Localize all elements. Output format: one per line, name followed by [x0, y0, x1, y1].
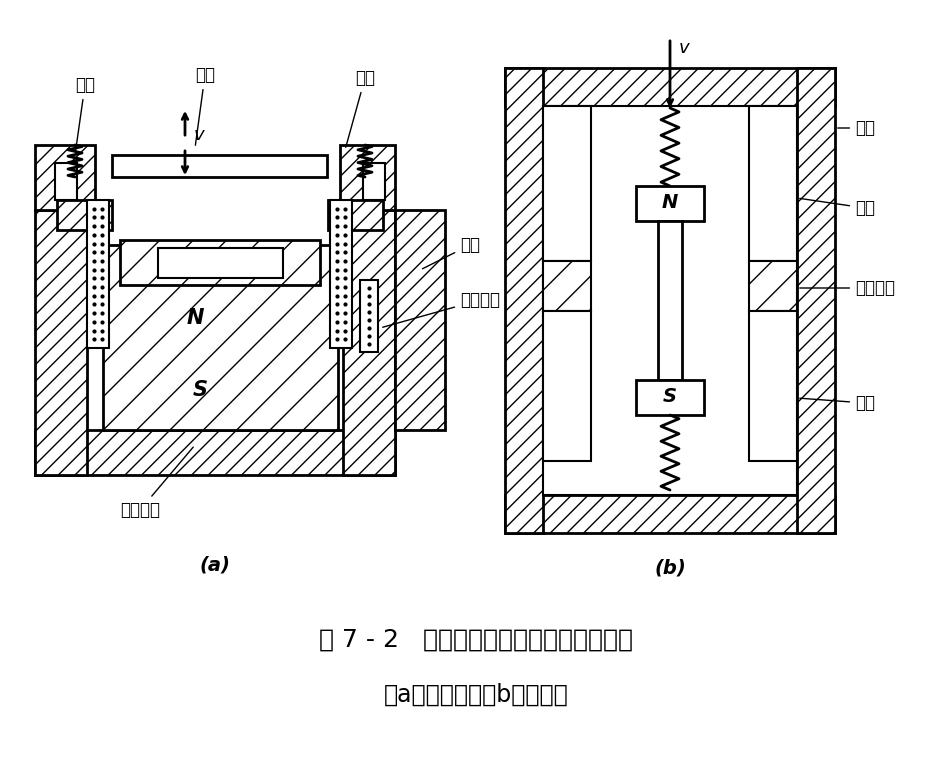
Text: 永久磁铁: 永久磁铁: [120, 447, 193, 519]
Text: N: N: [661, 194, 678, 213]
Text: 磁轭: 磁轭: [422, 236, 480, 269]
Bar: [112, 155, 327, 177]
Bar: [343, 210, 394, 475]
Bar: [103, 245, 338, 430]
Bar: [748, 311, 796, 461]
Bar: [360, 280, 378, 352]
Bar: [340, 145, 394, 210]
Text: (a): (a): [199, 556, 230, 575]
Text: S: S: [192, 380, 208, 400]
Text: 线圈: 线圈: [346, 69, 374, 147]
Text: (b): (b): [653, 559, 685, 578]
Text: 弹簧: 弹簧: [75, 76, 95, 153]
Text: $v$: $v$: [677, 39, 690, 57]
Bar: [543, 106, 590, 261]
Bar: [158, 248, 283, 278]
Bar: [57, 200, 112, 230]
Text: （a）动圈式；（b）动铁式: （a）动圈式；（b）动铁式: [384, 683, 567, 707]
Bar: [505, 68, 543, 533]
Bar: [363, 163, 385, 200]
Text: 弹簧: 弹簧: [799, 394, 874, 412]
Text: 补偿线圈: 补偿线圈: [383, 291, 500, 327]
Bar: [635, 186, 704, 221]
Bar: [120, 240, 320, 285]
Bar: [329, 200, 351, 348]
Text: 图 7 - 2   恒磁通式磁电传感器结构原理图: 图 7 - 2 恒磁通式磁电传感器结构原理图: [319, 628, 632, 652]
Bar: [657, 221, 682, 380]
Bar: [55, 163, 77, 200]
Bar: [35, 210, 87, 475]
Text: N: N: [186, 308, 204, 328]
Bar: [87, 200, 109, 348]
Text: 极掌: 极掌: [195, 66, 215, 145]
Bar: [35, 145, 95, 210]
Bar: [748, 261, 796, 311]
Bar: [543, 261, 590, 311]
Bar: [748, 106, 796, 261]
Text: 线圈: 线圈: [799, 198, 874, 217]
Text: 永久磁铁: 永久磁铁: [799, 279, 894, 297]
Bar: [35, 430, 394, 475]
Text: S: S: [663, 388, 676, 407]
Text: $v$: $v$: [193, 126, 206, 144]
Bar: [796, 68, 834, 533]
Bar: [543, 106, 796, 495]
Bar: [635, 380, 704, 415]
Bar: [543, 311, 590, 461]
Bar: [505, 68, 834, 106]
Text: 壳体: 壳体: [837, 119, 874, 137]
Bar: [327, 200, 383, 230]
Bar: [505, 495, 834, 533]
Bar: [394, 210, 445, 430]
